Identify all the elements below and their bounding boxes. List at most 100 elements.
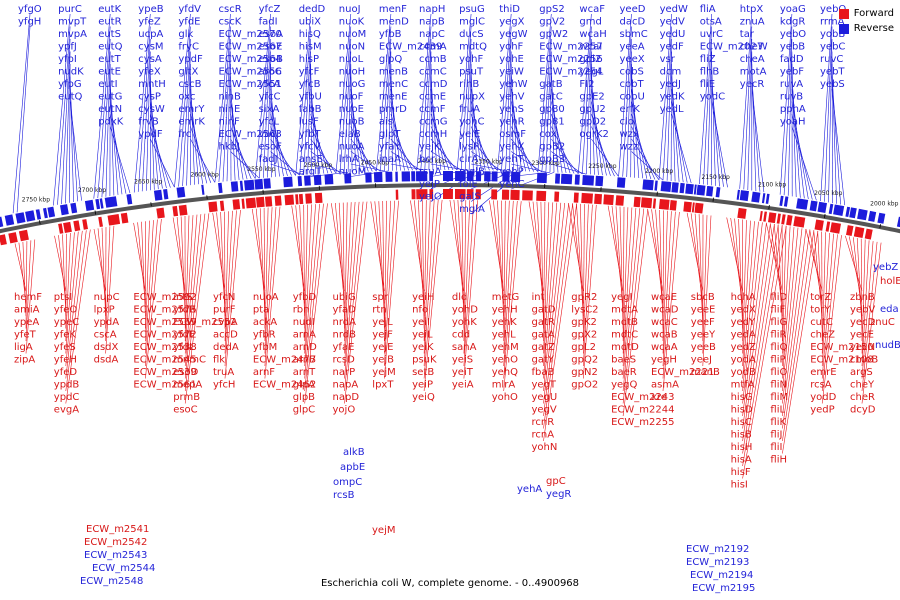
reverse-connector [53,13,71,206]
reverse-gene-82 [696,184,706,196]
reverse-label: yoaG [780,4,806,15]
reverse-label: nuoL [339,54,364,65]
forward-label: yehO [492,355,518,366]
reverse-gene-95 [796,198,809,210]
reverse-gene-77 [660,181,672,192]
reverse-label: yebQ [820,4,846,15]
reverse-label: yejP [419,179,440,190]
reverse-label: napC [419,29,445,40]
forward-gene-36 [284,194,295,206]
reverse-connector [388,51,392,171]
reverse-gene-66 [555,173,561,184]
reverse-label: nupX [459,92,485,103]
reverse-gene-58 [484,171,491,182]
forward-strand-ring [0,189,873,246]
reverse-label: nuoM [339,167,366,178]
forward-label: flk [213,355,225,366]
reverse-label: ccmB [419,54,447,65]
forward-connector [344,201,364,392]
reverse-connector [350,163,385,172]
reverse-label: fliA [700,4,716,15]
reverse-gene-52 [429,171,433,182]
reverse-label: ypfJ [58,42,77,53]
reverse-connector [460,26,472,171]
reverse-label: znuA [740,17,765,28]
forward-connector [382,200,385,329]
reverse-gene-56 [466,171,474,182]
reverse-gene-87 [739,190,749,202]
reverse-connector [791,126,817,201]
reverse-label: lusF [299,117,319,128]
forward-label: gpL2 [571,342,596,353]
forward-connector [259,208,266,317]
forward-label: yehM [492,342,519,353]
tick-label-6: 2450 kbp [361,159,389,166]
forward-gene-99 [830,222,841,234]
reverse-connector [222,38,231,182]
reverse-label: esoA [259,29,283,40]
forward-gene-87 [737,207,747,219]
reverse-label: yeiE [459,129,480,140]
forward-gene-11 [82,219,88,230]
forward-gene-66 [554,191,560,202]
forward-connector [344,201,368,404]
reverse-connector [263,38,271,178]
reverse-gene-41 [324,174,334,185]
reverse-connector [270,151,300,176]
forward-label: ECW_m2592 [133,292,196,303]
reverse-label: yebC [820,42,845,53]
reverse-gene-62 [510,171,521,183]
forward-connector [782,229,811,429]
forward-connector [503,200,518,379]
forward-label: ligA [14,342,33,353]
forward-label: dcyD [850,405,876,416]
tick-label-13: 2100 kbp [758,181,786,188]
reverse-label: yehX [499,142,524,153]
forward-label: hisB [731,430,752,441]
forward-connector [264,206,277,367]
forward-label: evgA [54,405,79,416]
reverse-label: cobU [620,92,645,103]
reverse-label: yeeA [620,42,645,53]
forward-label: yohK [452,317,477,328]
reverse-label: thiD [499,4,520,15]
reverse-connector [270,163,304,176]
forward-label: yodB [731,367,756,378]
reverse-connector [428,51,432,171]
reverse-label: emrK [178,117,205,128]
reverse-label: rihB [459,79,479,90]
reverse-gene-89 [761,193,766,204]
forward-label: arnT [293,367,316,378]
reverse-label: eutK [98,4,121,15]
forward-connector [65,229,91,404]
reverse-label: mvpA [58,29,87,40]
forward-label: ptsI [54,292,72,303]
reverse-gene-34 [263,178,271,189]
reverse-label: nuoE [339,104,364,115]
forward-connector [662,211,680,392]
forward-connector [782,225,787,354]
forward-connector [543,203,569,417]
forward-connector [580,203,584,329]
forward-connector [145,218,162,379]
forward-label: yfeD [54,367,78,378]
overlay-gene-label: ompC [333,477,362,488]
forward-connector [180,216,186,317]
reverse-label: yeeD [620,4,646,15]
forward-connector [463,200,474,367]
reverse-connector [259,26,271,179]
forward-connector [62,234,67,317]
reverse-connector [109,101,123,195]
forward-label: gpO2 [571,380,598,391]
forward-label: fliO [770,367,787,378]
forward-label: nrdA [333,317,357,328]
reverse-label: yedV [660,17,685,28]
tick-mark-1 [94,210,97,215]
forward-label: mdtB [611,317,638,328]
reverse-gene-32 [244,179,255,191]
reverse-connector [626,38,632,178]
forward-connector [742,223,771,429]
reverse-connector [190,88,199,185]
forward-gene-8 [58,223,64,234]
